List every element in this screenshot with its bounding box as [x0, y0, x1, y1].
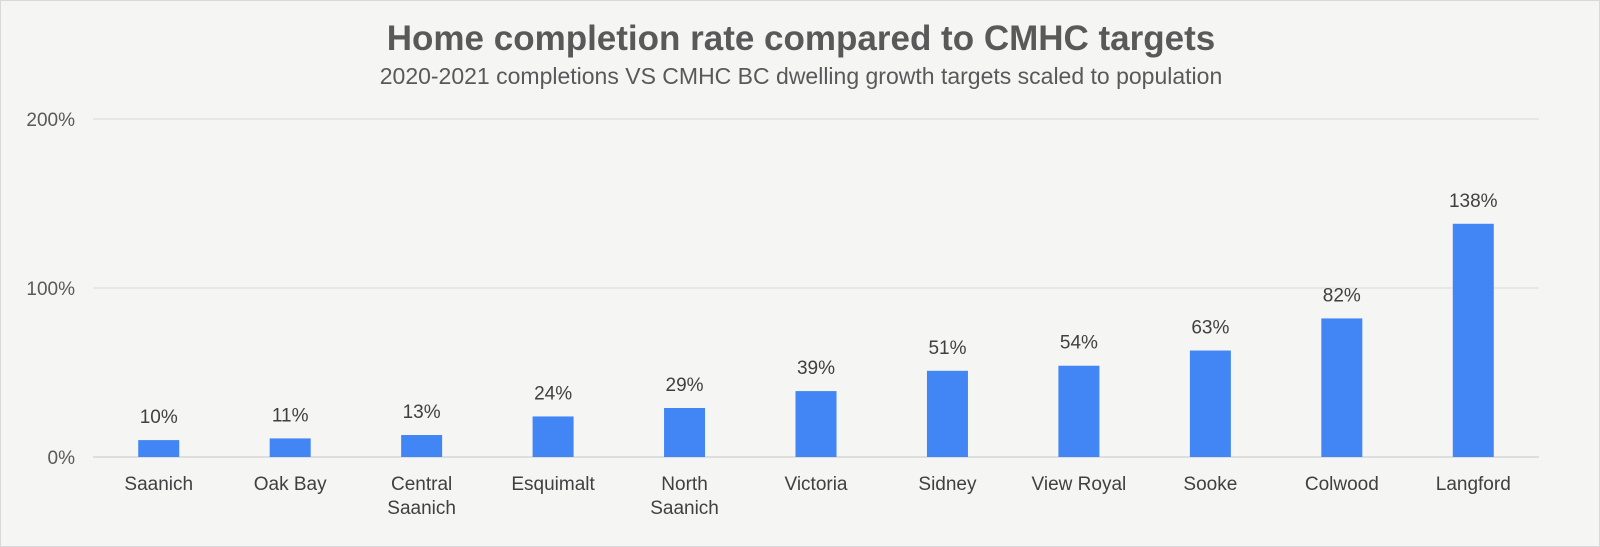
x-tick-label: Oak Bay — [254, 474, 327, 495]
x-tick-label: Victoria — [784, 474, 847, 495]
x-tick-label-line: Sidney — [918, 474, 977, 495]
bar — [532, 416, 574, 457]
data-label: 11% — [272, 405, 309, 426]
x-tick-label-line: Sooke — [1183, 474, 1237, 495]
bar — [269, 438, 311, 457]
x-tick-label-line: Oak Bay — [254, 474, 327, 495]
bar — [401, 435, 443, 457]
x-tick-label-line: View Royal — [1032, 474, 1127, 495]
x-tick-label: North Saanich — [650, 474, 719, 519]
x-tick-label: Saanich — [124, 474, 193, 495]
x-tick-label-line: Saanich — [387, 498, 456, 519]
x-tick-label: Langford — [1436, 474, 1511, 495]
x-tick-label: View Royal — [1032, 474, 1127, 495]
x-tick-label-line: Saanich — [124, 474, 193, 495]
data-label: 54% — [1060, 333, 1098, 354]
data-label: 63% — [1191, 318, 1229, 339]
x-tick-label-line: Central — [391, 474, 452, 495]
y-tick-label: 100% — [26, 279, 75, 300]
bar — [138, 440, 180, 457]
x-tick-label: Central Saanich — [387, 474, 456, 519]
data-label: 39% — [797, 358, 835, 379]
bar — [1058, 365, 1100, 457]
data-label: 138% — [1449, 191, 1498, 212]
x-tick-label-line: North — [661, 474, 707, 495]
data-label: 24% — [534, 383, 572, 404]
y-tick-label: 200% — [26, 110, 75, 131]
x-tick-label: Esquimalt — [511, 474, 595, 495]
x-tick-label: Colwood — [1305, 474, 1379, 495]
bar — [664, 407, 706, 457]
data-label: 13% — [403, 402, 441, 423]
y-tick-label: 0% — [48, 448, 76, 469]
data-label: 82% — [1323, 285, 1361, 306]
bar — [1321, 318, 1363, 457]
x-tick-label-line: Langford — [1436, 474, 1511, 495]
x-tick-label-line: Esquimalt — [511, 474, 595, 495]
x-tick-label-line: Colwood — [1305, 474, 1379, 495]
x-tick-label-line: Saanich — [650, 498, 719, 519]
x-tick-label: Sooke — [1183, 474, 1237, 495]
data-label: 29% — [666, 375, 704, 396]
chart-title: Home completion rate compared to CMHC ta… — [386, 19, 1216, 58]
data-label: 10% — [140, 407, 178, 428]
bar — [1452, 223, 1494, 457]
x-tick-label: Sidney — [918, 474, 977, 495]
bar — [1189, 350, 1231, 457]
data-label: 51% — [928, 338, 966, 359]
bar — [926, 370, 968, 457]
x-tick-label-line: Victoria — [784, 474, 847, 495]
chart-subtitle: 2020-2021 completions VS CMHC BC dwellin… — [379, 63, 1223, 89]
bar — [795, 391, 837, 457]
